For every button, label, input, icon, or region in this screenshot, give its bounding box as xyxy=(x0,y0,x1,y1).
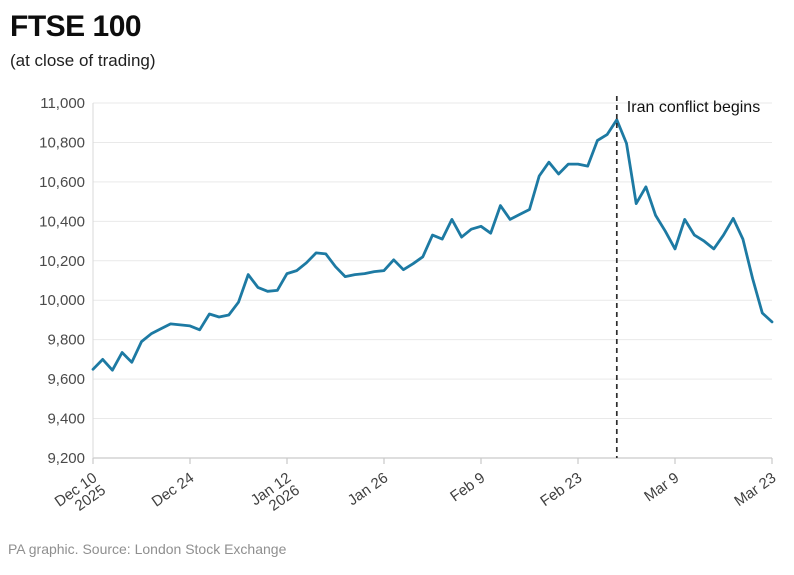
y-tick-label: 9,200 xyxy=(47,450,85,467)
x-tick-label: Feb 9 xyxy=(447,469,488,505)
y-tick-label: 10,600 xyxy=(39,174,85,191)
y-tick-label: 9,400 xyxy=(47,411,85,428)
gridlines xyxy=(93,102,772,420)
chart-title: FTSE 100 xyxy=(10,10,142,43)
x-tick-label-line: Dec 24 xyxy=(149,469,198,510)
x-tick-label: Jan 26 xyxy=(345,469,392,509)
y-axis-labels: 9,200 9,400 9,600 9,800 10,000 10,200 10,400 10… xyxy=(39,95,85,467)
x-tick-label: Dec 24 xyxy=(149,469,198,510)
y-tick-label: 10,400 xyxy=(39,213,85,230)
event-annotation-label: Iran conflict begins xyxy=(627,99,760,116)
x-tick-label: Dec 102025 xyxy=(52,469,109,522)
x-tick-label: Mar 23 xyxy=(731,469,779,510)
x-tick-label: Jan 122026 xyxy=(248,469,303,521)
y-tick-label: 9,800 xyxy=(47,332,85,349)
y-tick-label: 10,200 xyxy=(39,253,85,270)
x-tick-label-line: Mar 23 xyxy=(731,469,779,510)
x-tick-label-line: Feb 9 xyxy=(447,469,488,505)
x-tick-label-line: Mar 9 xyxy=(641,469,682,505)
x-tick-label: Feb 23 xyxy=(537,469,585,510)
ftse-series-line xyxy=(91,118,774,372)
x-tick-label-line: Feb 23 xyxy=(537,469,585,510)
y-tick-label: 10,800 xyxy=(39,134,85,151)
source-credit: PA graphic. Source: London Stock Exchang… xyxy=(8,541,287,557)
x-axis-labels: Dec 102025 Dec 24 Jan 122026 Jan 26 Feb 9 Feb… xyxy=(52,469,780,522)
x-tick-label-line: Jan 26 xyxy=(345,469,392,509)
y-tick-label: 9,600 xyxy=(47,371,85,388)
x-tick-label: Mar 9 xyxy=(641,469,682,505)
chart-subtitle: (at close of trading) xyxy=(10,51,156,70)
y-tick-label: 11,000 xyxy=(40,95,85,112)
ftse-line-chart: 9,200 9,400 9,600 9,800 10,000 10,200 10,400 10… xyxy=(39,95,780,522)
y-tick-label: 10,000 xyxy=(39,292,85,309)
axes xyxy=(92,103,773,464)
